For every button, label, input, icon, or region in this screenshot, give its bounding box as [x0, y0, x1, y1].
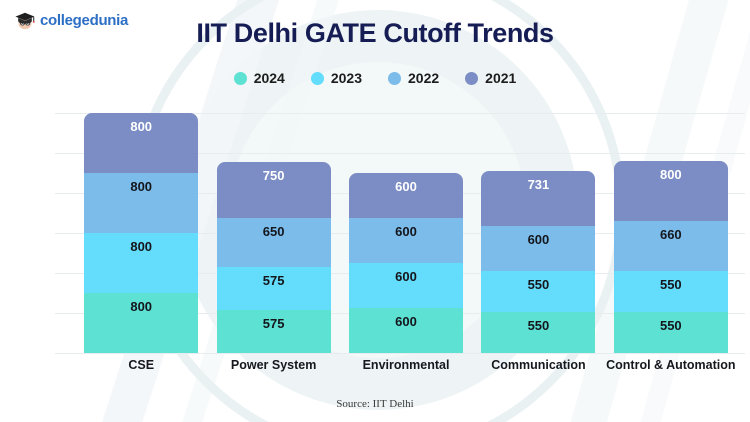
bar-segment-2024[interactable]: 575 — [216, 309, 331, 353]
chart-legend: 2024 2023 2022 2021 — [0, 70, 750, 86]
brand-logo[interactable]: collegedunia — [14, 10, 128, 30]
stacked-bar-power-system[interactable]: 750 650 575 575 — [216, 161, 331, 353]
legend-item-2024[interactable]: 2024 — [233, 70, 285, 86]
legend-swatch-2021 — [465, 71, 479, 85]
bar-segment-2024[interactable]: 550 — [613, 311, 728, 353]
legend-label-2024: 2024 — [253, 70, 285, 86]
stacked-bar-control-automation[interactable]: 800 660 550 550 — [613, 161, 728, 353]
bar-segment-2021[interactable]: 731 — [481, 170, 596, 226]
gridline — [55, 353, 745, 354]
bar-column: 731 600 550 550 — [472, 113, 604, 353]
chart-plot-area: 800 800 800 800 750 650 575 575 600 600 600 600 731 6… — [55, 113, 745, 354]
bar-column: 750 650 575 575 — [207, 113, 339, 353]
legend-label-2022: 2022 — [408, 70, 440, 86]
stacked-bar-cse[interactable]: 800 800 800 800 — [84, 113, 199, 353]
legend-label-2021: 2021 — [485, 70, 517, 86]
bar-segment-2022[interactable]: 800 — [84, 173, 199, 233]
stacked-bar-communication[interactable]: 731 600 550 550 — [481, 170, 596, 353]
bar-column: 800 660 550 550 — [605, 113, 737, 353]
bar-segment-2021[interactable]: 750 — [216, 161, 331, 218]
stacked-bar-group: 800 800 800 800 750 650 575 575 600 600 600 600 731 6… — [55, 113, 745, 353]
bar-segment-2021[interactable]: 800 — [613, 161, 728, 221]
bar-segment-2022[interactable]: 600 — [481, 225, 596, 271]
source-note: Source: IIT Delhi — [336, 398, 414, 410]
legend-item-2022[interactable]: 2022 — [388, 70, 439, 86]
legend-item-2021[interactable]: 2021 — [465, 70, 516, 86]
bar-segment-2022[interactable]: 660 — [613, 221, 728, 271]
x-axis-label: Environmental — [362, 358, 450, 372]
bar-column: 800 800 800 800 — [75, 113, 207, 353]
legend-swatch-2024 — [233, 71, 247, 85]
bar-segment-2023[interactable]: 550 — [481, 270, 596, 312]
legend-swatch-2022 — [388, 71, 401, 85]
x-axis-label: Power System — [230, 358, 317, 372]
bar-segment-2024[interactable]: 550 — [481, 311, 596, 353]
bar-segment-2023[interactable]: 600 — [349, 263, 464, 308]
bar-segment-2023[interactable]: 550 — [613, 270, 728, 312]
bar-column: 600 600 600 600 — [340, 113, 472, 353]
x-axis-label: CSE — [128, 358, 155, 372]
bar-segment-2022[interactable]: 650 — [216, 218, 331, 267]
stacked-bar-environmental[interactable]: 600 600 600 600 — [349, 173, 464, 353]
legend-label-2023: 2023 — [330, 70, 362, 86]
x-axis-label: Communication — [491, 358, 586, 372]
legend-swatch-2023 — [310, 71, 324, 85]
bar-segment-2024[interactable]: 600 — [349, 308, 464, 353]
bar-segment-2022[interactable]: 600 — [349, 218, 464, 263]
bar-segment-2021[interactable]: 600 — [349, 173, 464, 218]
graduation-cap-icon — [14, 10, 36, 30]
brand-wordmark: collegedunia — [40, 11, 129, 29]
bar-segment-2024[interactable]: 800 — [84, 293, 199, 353]
bar-segment-2023[interactable]: 800 — [84, 233, 199, 293]
x-axis-label: Control & Automation — [606, 358, 736, 372]
legend-item-2023[interactable]: 2023 — [310, 70, 362, 86]
bar-segment-2021[interactable]: 800 — [84, 113, 199, 173]
bar-segment-2023[interactable]: 575 — [216, 266, 331, 310]
x-axis-labels: CSE Power System Environmental Communicatio… — [55, 358, 745, 372]
